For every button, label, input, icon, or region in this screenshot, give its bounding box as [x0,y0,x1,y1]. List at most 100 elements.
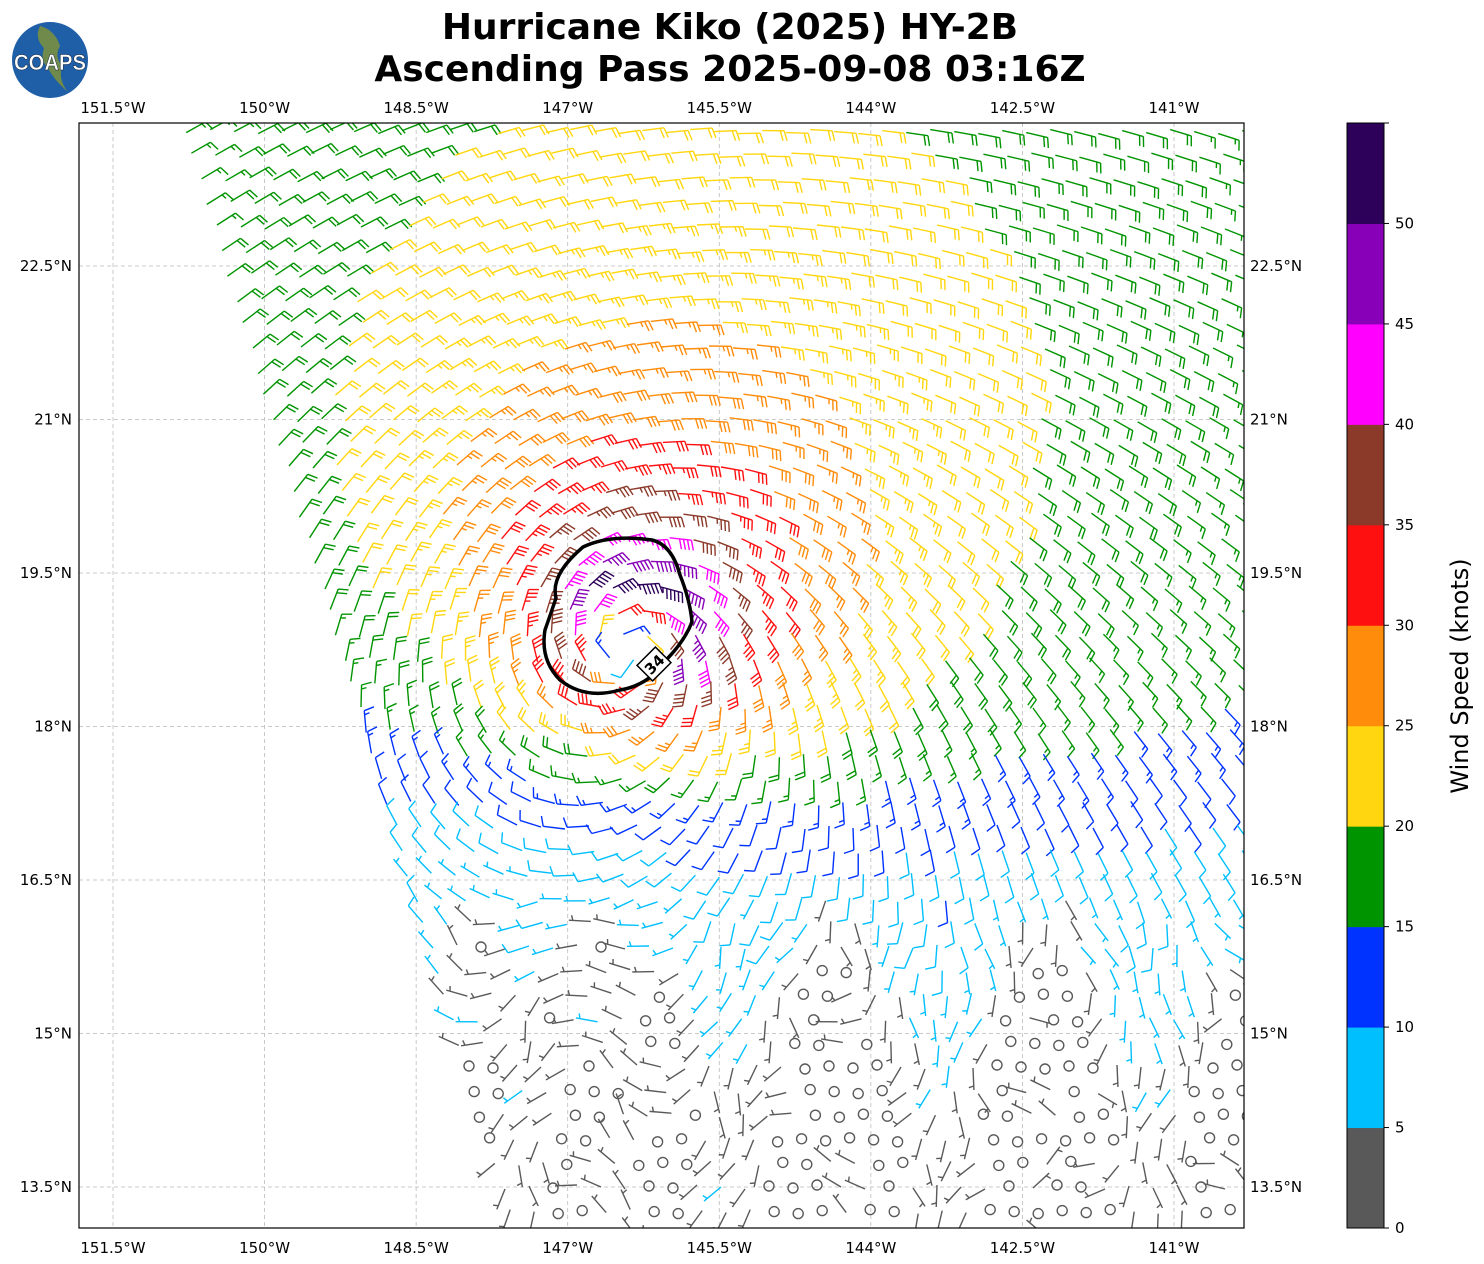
wind-barb [483,1132,496,1144]
wind-barb [764,1091,787,1099]
wind-barb [444,568,464,590]
wind-barb [638,441,666,454]
wind-barb [595,941,607,953]
wind-barb [1190,680,1207,707]
wind-barb [382,380,410,395]
wind-barb [1133,1066,1142,1089]
wind-barb [1241,129,1244,132]
wind-barb [894,250,918,267]
wind-barb [1017,661,1033,688]
wind-barb [741,1139,755,1161]
wind-barb [1185,1155,1197,1168]
wind-barb [621,294,649,306]
wind-barb [425,590,444,613]
wind-barb [678,1229,688,1239]
wind-barb [1097,613,1115,639]
wind-barb [684,347,711,359]
wind-barb [1238,204,1244,209]
wind-barb [647,152,675,164]
wind-barb [953,370,976,391]
wind-barb [384,452,410,470]
wind-barb [468,1085,480,1098]
wind-barb [1054,634,1072,661]
wind-barb [743,1064,758,1086]
wind-barb [804,779,815,806]
wind-barb [814,900,827,922]
wind-barb [1003,1180,1015,1192]
wind-barb [1229,989,1242,1001]
wind-barb [1008,225,1031,243]
wind-barb [697,1065,710,1087]
wind-barb [254,191,282,205]
wind-barb [840,946,853,967]
wind-barb [1013,991,1026,1003]
lon-tick-label: 141°W [1149,1239,1200,1257]
wind-barb [767,155,793,167]
wind-barb [1227,1134,1240,1146]
wind-barb [345,170,373,182]
wind-barb [1186,755,1202,783]
wind-barb [1073,1111,1086,1123]
wind-barb [1126,875,1138,904]
wind-barb [892,731,903,760]
wind-barb [782,201,808,214]
wind-barb [854,442,876,463]
wind-barb [554,316,583,328]
wind-barb [645,872,672,888]
wind-barb [934,634,950,662]
wind-barb [905,612,922,639]
wind-barb [273,168,301,181]
wind-barb [613,899,634,910]
wind-barb [215,143,243,156]
wind-barb [1112,1064,1119,1088]
wind-barb [601,1005,622,1020]
wind-barb [1246,781,1260,807]
wind-barb [924,849,936,877]
wind-barb [1222,633,1241,659]
wind-barb [622,1076,643,1092]
wind-barb [1017,922,1024,945]
wind-barb [209,123,238,131]
wind-barb [326,428,352,445]
wind-barb [415,855,432,874]
wind-barb [226,262,255,277]
wind-barb [503,147,531,159]
wind-barb [1138,997,1146,1019]
wind-barb [940,996,949,1019]
wind-barb [602,551,631,567]
wind-barb [393,170,422,182]
wind-barb [822,851,835,877]
wind-barb [1055,394,1076,416]
wind-barb [551,147,579,159]
wind-barb [498,730,516,756]
wind-barb [347,264,375,277]
wind-barb [851,272,875,288]
wind-barb [810,128,836,142]
wind-barb [508,1115,528,1131]
wind-barb [651,707,674,728]
wind-barb [746,323,772,337]
wind-barb [431,380,459,394]
wind-barb [1209,177,1232,196]
wind-barb [686,1210,703,1228]
wind-barb [453,703,464,731]
wind-barb [230,189,258,202]
wind-barb [873,1159,885,1172]
wind-barb [653,991,666,1003]
wind-barb [1085,492,1106,516]
wind-barb [626,320,654,332]
wind-barb [492,889,514,901]
wind-barb [750,659,763,688]
lat-tick-label: 22.5°N [1250,257,1302,275]
wind-barb [383,144,411,156]
wind-barb [756,344,782,358]
wind-barb [1101,538,1120,563]
wind-barb [739,925,760,947]
wind-barb [789,1037,801,1050]
wind-barb [1010,320,1033,340]
wind-barb [669,295,696,307]
wind-barb [1085,1018,1103,1037]
wind-barb [1160,898,1173,919]
wind-barb [1009,971,1016,994]
wind-barb [509,475,537,491]
